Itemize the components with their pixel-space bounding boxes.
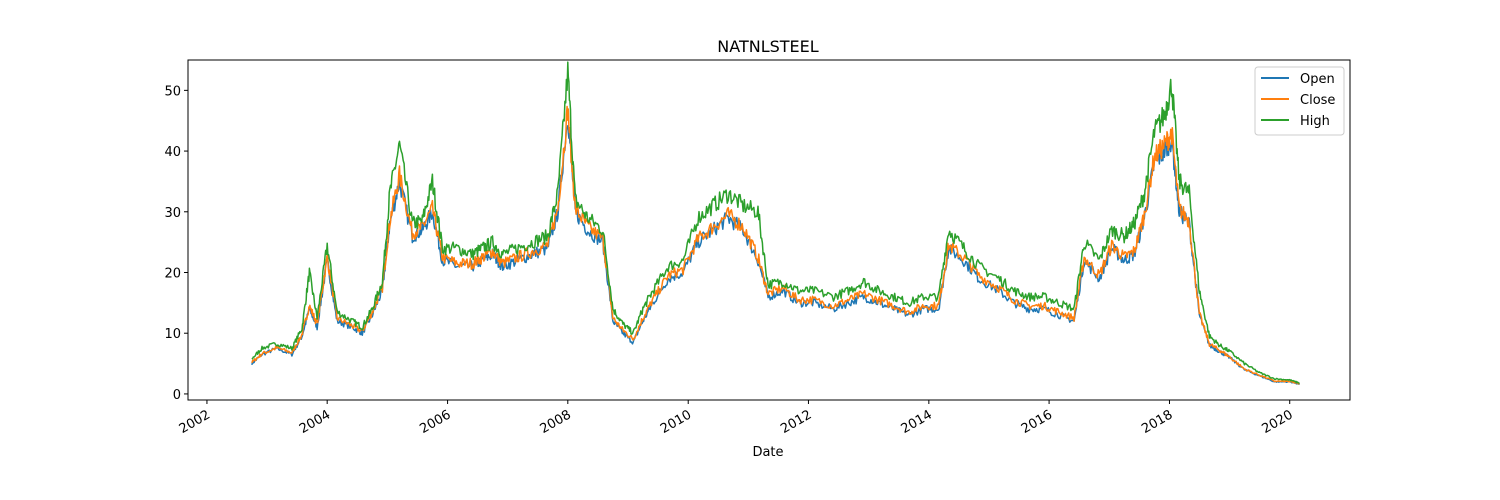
x-tick-label: 2008	[538, 407, 574, 437]
y-tick-label: 40	[164, 145, 181, 160]
y-tick-label: 20	[164, 267, 181, 282]
chart-title: NATNLSTEEL	[717, 37, 818, 56]
legend-label-close: Close	[1300, 93, 1335, 108]
legend-label-open: Open	[1300, 72, 1335, 87]
x-tick-label: 2014	[899, 407, 935, 437]
series-layer	[251, 61, 1300, 385]
y-tick-label: 50	[164, 84, 181, 99]
series-line-close	[251, 105, 1300, 385]
plot-frame	[187, 59, 1351, 401]
x-tick-label: 2016	[1019, 407, 1055, 437]
legend-box	[1254, 66, 1345, 136]
legend-label-high: High	[1300, 114, 1330, 129]
x-tick-label: 2020	[1260, 407, 1296, 437]
x-tick-label: 2018	[1139, 407, 1175, 437]
x-tick-label: 2004	[297, 407, 333, 437]
x-axis-label: Date	[752, 445, 783, 460]
y-tick-label: 10	[164, 327, 181, 342]
y-tick-label: 0	[173, 388, 181, 403]
x-tick-label: 2012	[778, 407, 814, 437]
series-line-open	[251, 125, 1300, 385]
series-line-high	[251, 61, 1300, 384]
x-axis: 2002 2004 2006 2008 2010 2012 2014 2016 2018 2020	[177, 400, 1296, 437]
y-tick-label: 30	[164, 206, 181, 221]
y-axis: 0 10 20 30 40 50	[164, 84, 188, 403]
x-tick-label: 2006	[417, 407, 453, 437]
legend: Open Close High	[1254, 66, 1345, 136]
x-tick-label: 2010	[658, 407, 694, 437]
x-tick-label: 2002	[177, 407, 213, 437]
